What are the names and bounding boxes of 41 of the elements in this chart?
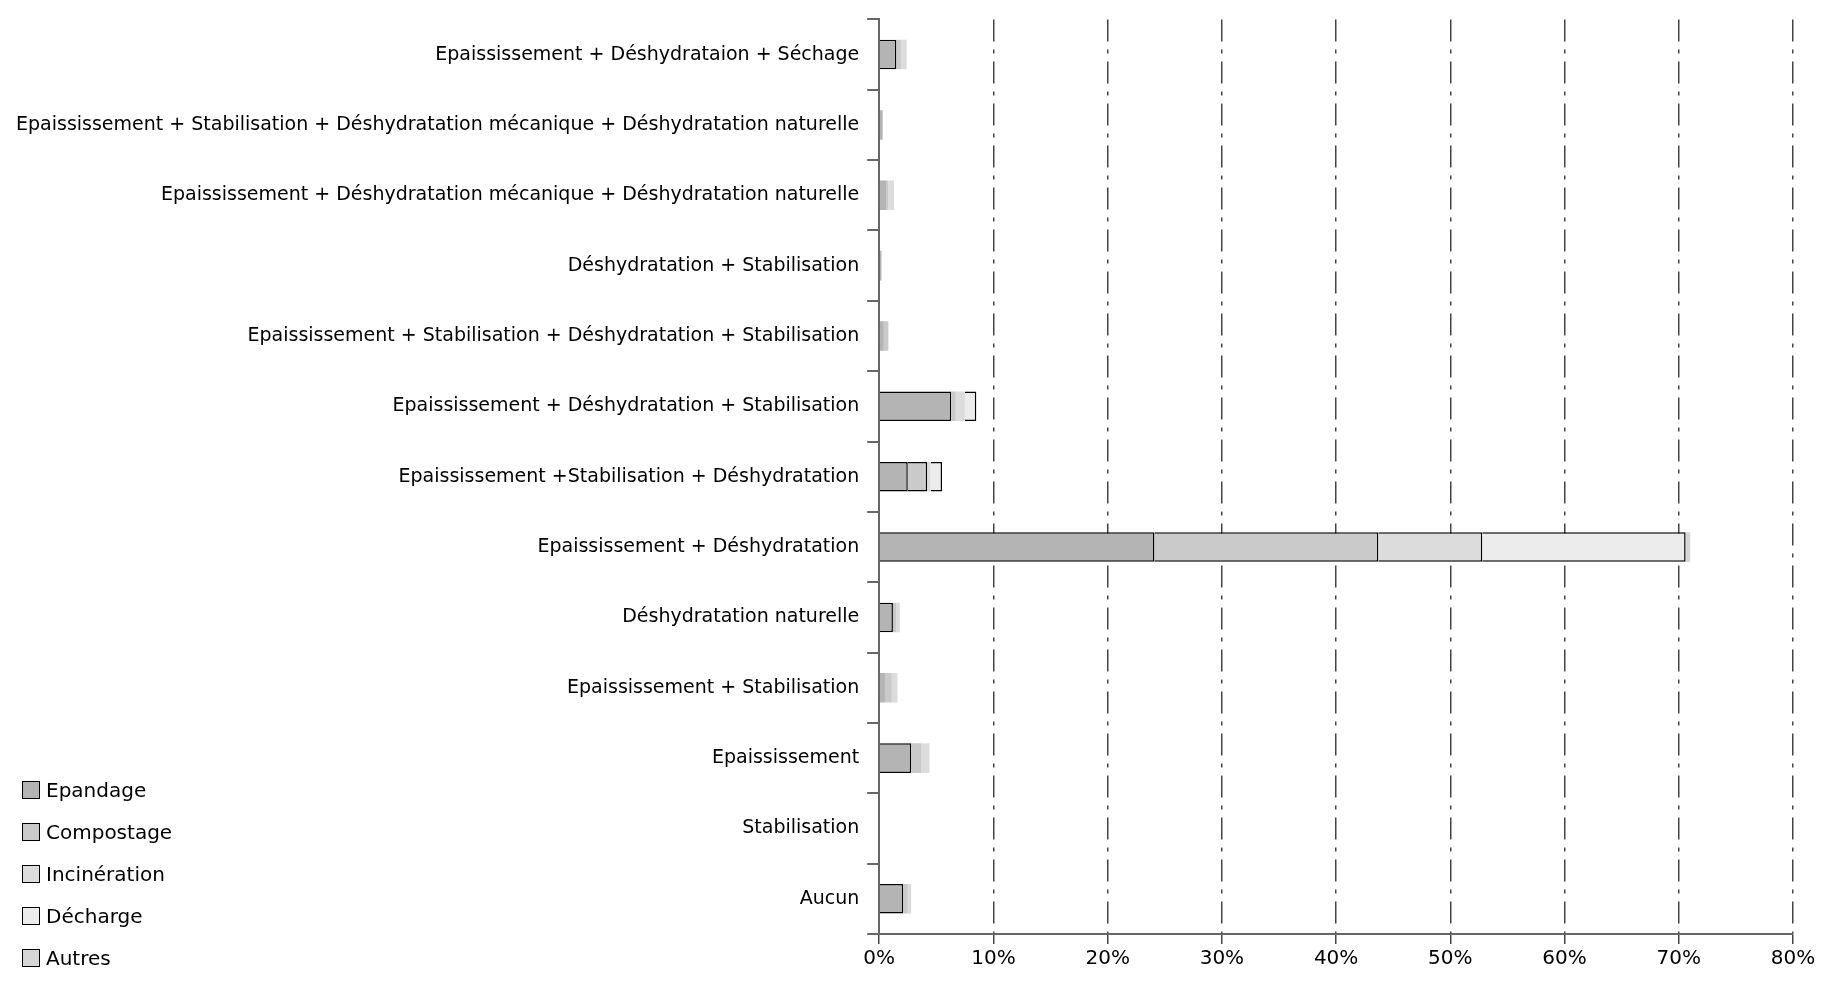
bar xyxy=(896,39,901,70)
y-tick-label: Epaississement +Stabilisation + Déshydratation xyxy=(398,463,860,486)
y-tick-label: Epaississement + Stabilisation + Déshydratation mécanique + Déshydratation naturelle xyxy=(15,111,860,134)
legend-label: Autres xyxy=(46,946,111,970)
y-tick-label: Epaississement + Stabilisation xyxy=(566,674,860,697)
legend-label: Décharge xyxy=(46,904,143,928)
x-tick-label: 60% xyxy=(1542,945,1587,970)
x-tick-label: 10% xyxy=(971,945,1016,970)
bar xyxy=(891,672,898,703)
x-tick-label: 20% xyxy=(1085,945,1130,970)
legend-label: Compostage xyxy=(46,820,173,844)
bar xyxy=(879,110,883,140)
bar xyxy=(955,391,965,422)
x-tick-label: 30% xyxy=(1199,945,1245,970)
x-tick-label: 70% xyxy=(1656,945,1701,970)
legend-label: Epandage xyxy=(46,778,147,802)
y-tick-label: Déshydratation + Stabilisation xyxy=(567,252,860,275)
bar xyxy=(884,672,892,703)
bar xyxy=(927,461,931,492)
y-tick-label: Déshydratation naturelle xyxy=(622,604,860,627)
bar xyxy=(900,39,907,70)
y-tick-label: Epaississement + Déshydratation xyxy=(537,533,860,556)
bar xyxy=(879,321,884,351)
x-tick-label: 50% xyxy=(1428,945,1473,970)
bar xyxy=(903,884,908,914)
x-tick-label: 0% xyxy=(863,945,896,970)
y-tick-label: Epaississement xyxy=(711,745,860,768)
y-tick-label: Epaississement + Déshydratation + Stabilisation xyxy=(392,393,860,416)
y-tick-label: Epaississement + Déshydratation mécanique + Déshydratation naturelle xyxy=(160,182,860,205)
x-tick-label: 40% xyxy=(1313,945,1359,970)
bar xyxy=(951,391,956,422)
legend-label: Incinération xyxy=(46,862,165,886)
bar xyxy=(896,602,900,633)
bar xyxy=(911,743,922,773)
y-tick-label: Aucun xyxy=(799,885,860,908)
bar xyxy=(921,743,930,773)
bar xyxy=(888,180,895,211)
y-tick-label: Epaississement + Stabilisation + Déshydratation + Stabilisation xyxy=(247,322,860,345)
x-tick-label: 80% xyxy=(1770,945,1816,970)
y-tick-label: Epaississement + Déshydrataion + Séchage xyxy=(435,41,860,64)
y-tick-label: Stabilisation xyxy=(742,815,860,838)
